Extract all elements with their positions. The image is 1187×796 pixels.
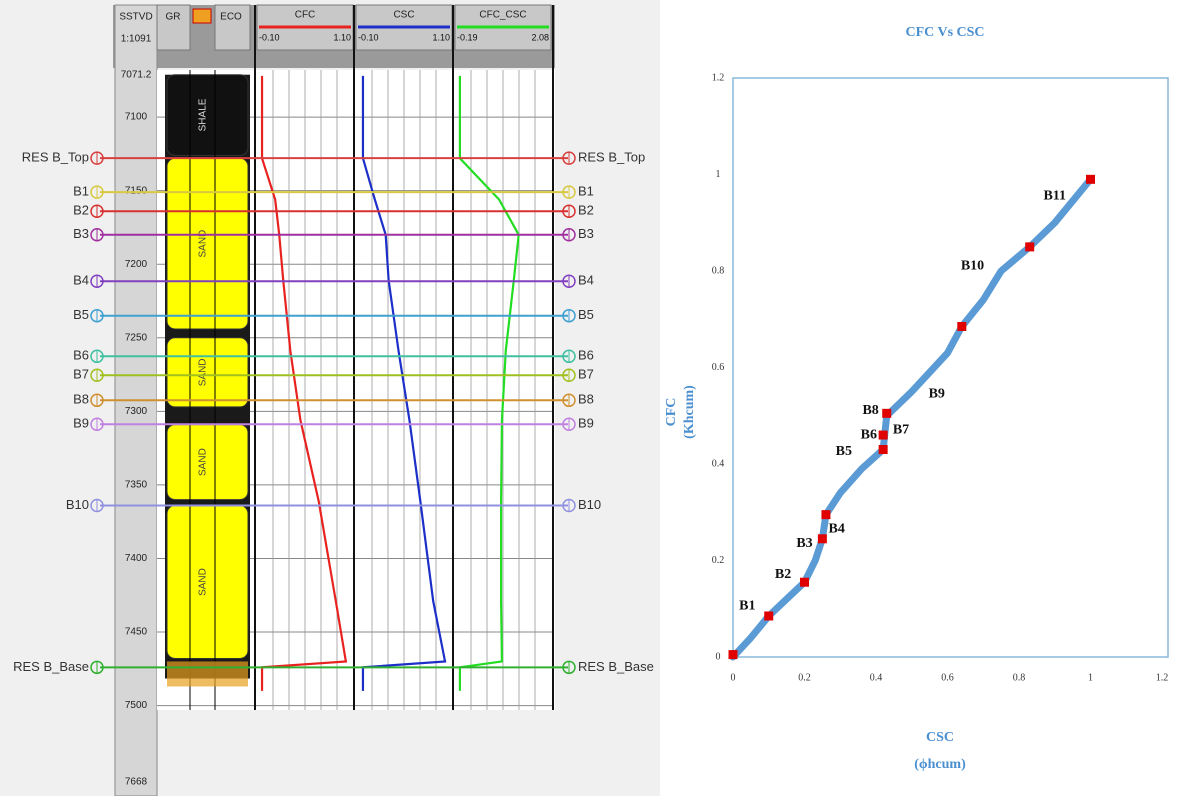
point <box>764 611 773 620</box>
marker-label-right: B6 <box>578 348 594 363</box>
point-annotation: B8 <box>862 403 878 418</box>
marker-label-left: B4 <box>73 273 89 288</box>
track-name: CSC <box>393 10 414 21</box>
marker-label-right: B7 <box>578 367 594 382</box>
point-annotation: B6 <box>861 427 877 442</box>
track-name: CFC <box>295 10 316 21</box>
depth-tick-label: 7450 <box>125 627 148 638</box>
marker-label-right: B5 <box>578 307 594 322</box>
y-tick-label: 0.2 <box>712 555 725 566</box>
marker-label-left: B2 <box>73 203 89 218</box>
depth-tick-label: 7200 <box>125 259 148 270</box>
marker-label-left: B10 <box>66 497 89 512</box>
lith-label: SHALE <box>198 98 209 131</box>
marker-label-right: RES B_Top <box>578 150 645 165</box>
marker-label-right: B4 <box>578 273 594 288</box>
depth-tick-label: 7100 <box>125 112 148 123</box>
marker-label-left: B8 <box>73 392 89 407</box>
marker-label-right: B9 <box>578 416 594 431</box>
point <box>957 322 966 331</box>
track-name: CFC_CSC <box>479 10 526 21</box>
x-axis-label: (ϕhcum) <box>914 757 966 772</box>
point <box>879 431 888 440</box>
y-tick-label: 1 <box>716 169 721 180</box>
point <box>882 409 891 418</box>
marker-label-right: RES B_Base <box>578 659 654 674</box>
x-tick-label: 0.8 <box>1013 672 1026 683</box>
point-annotation: B4 <box>829 521 845 536</box>
point-annotation: B11 <box>1043 188 1066 203</box>
lith-header: ECO <box>220 12 242 23</box>
depth-tick-label: 7071.2 <box>121 69 152 80</box>
marker-label-right: B3 <box>578 226 594 241</box>
y-tick-label: 0.4 <box>712 458 725 469</box>
depth-tick-label: 7300 <box>125 406 148 417</box>
point-annotation: B9 <box>929 386 945 401</box>
y-axis-label: CFC <box>664 398 679 427</box>
depth-tick-label: 7150 <box>125 185 148 196</box>
x-axis-label: CSC <box>926 730 954 745</box>
x-tick-label: 0 <box>731 672 736 683</box>
track-scale-max: 2.08 <box>531 32 549 42</box>
track-scale-min: -0.10 <box>259 32 280 42</box>
point <box>1086 175 1095 184</box>
lith-header: GR <box>166 12 181 23</box>
page: SSTVD 1:1091 7668 GR ECO 7071.2 7100 7150 7200 72… <box>0 0 1187 796</box>
y-tick-label: 0 <box>716 651 721 662</box>
marker-label-left: RES B_Base <box>13 659 89 674</box>
lith-icon <box>193 9 211 23</box>
point <box>879 445 888 454</box>
point-annotation: B10 <box>961 258 984 273</box>
x-tick-label: 1.2 <box>1156 672 1169 683</box>
point <box>800 578 809 587</box>
y-tick-label: 1.2 <box>712 72 725 83</box>
track-scale-min: -0.19 <box>457 32 478 42</box>
depth-tick-label: 7400 <box>125 553 148 564</box>
x-tick-label: 0.6 <box>941 672 954 683</box>
marker-label-left: RES B_Top <box>22 150 89 165</box>
point <box>818 534 827 543</box>
marker-label-left: B6 <box>73 348 89 363</box>
marker-label-left: B3 <box>73 226 89 241</box>
marker-label-left: B9 <box>73 416 89 431</box>
lith-base-band <box>167 661 248 686</box>
point-annotation: B3 <box>796 536 812 551</box>
x-tick-label: 1 <box>1088 672 1093 683</box>
marker-label-left: B5 <box>73 307 89 322</box>
track-scale-max: 1.10 <box>432 32 450 42</box>
plot-area <box>733 78 1168 657</box>
y-axis-label: (Khcum) <box>682 385 697 439</box>
track-scale-min: -0.10 <box>358 32 379 42</box>
x-tick-label: 0.2 <box>798 672 811 683</box>
point-annotation: B2 <box>775 567 791 582</box>
depth-bottom-label: 7668 <box>125 777 148 788</box>
crossplot: CFC Vs CSC 0 0.2 0.4 0.6 0.8 1 1.2 0 0.2 0.4 0.6 0.8… <box>664 25 1168 772</box>
point <box>1025 242 1034 251</box>
x-tick-label: 0.4 <box>870 672 883 683</box>
depth-scale: 1:1091 <box>121 34 152 45</box>
marker-label-right: B8 <box>578 392 594 407</box>
point-annotation: B1 <box>739 599 755 614</box>
depth-tick-label: 7250 <box>125 332 148 343</box>
track-scale-max: 1.10 <box>333 32 351 42</box>
point <box>729 650 738 659</box>
marker-label-right: B10 <box>578 497 601 512</box>
depth-header: SSTVD <box>119 12 152 23</box>
marker-label-left: B1 <box>73 184 89 199</box>
point-annotation: B7 <box>893 422 909 437</box>
depth-tick-label: 7500 <box>125 700 148 711</box>
point-annotation: B5 <box>836 444 852 459</box>
marker-label-left: B7 <box>73 367 89 382</box>
marker-label-right: B2 <box>578 203 594 218</box>
y-tick-label: 0.8 <box>712 265 725 276</box>
lith-label: SAND <box>198 358 209 386</box>
lith-label: SAND <box>198 448 209 476</box>
depth-tick-label: 7350 <box>125 480 148 491</box>
marker-label-right: B1 <box>578 184 594 199</box>
lith-label: SAND <box>198 568 209 596</box>
point <box>821 510 830 519</box>
chart-title: CFC Vs CSC <box>905 25 984 40</box>
y-tick-label: 0.6 <box>712 362 725 373</box>
